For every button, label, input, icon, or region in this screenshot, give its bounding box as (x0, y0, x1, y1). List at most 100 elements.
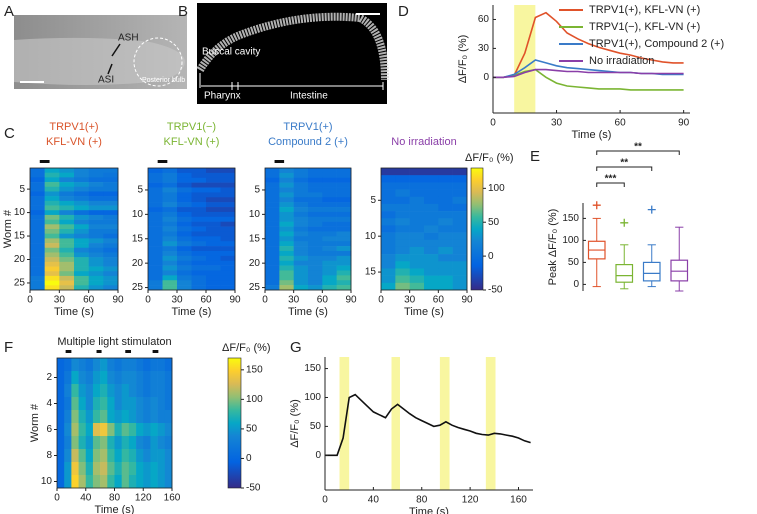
y-tick-label: 20 (249, 258, 261, 269)
heatmap-cell (293, 192, 309, 198)
heatmap-cell (177, 226, 192, 232)
heatmap-cell (121, 384, 130, 398)
heatmap-cell (177, 246, 192, 252)
heatmap-cell (177, 216, 192, 222)
heatmap-cell (322, 207, 337, 213)
heatmap-cell (220, 182, 236, 188)
heatmap-cell (279, 197, 294, 203)
heatmap-cell (44, 280, 60, 286)
heatmap-cell (265, 270, 280, 276)
heatmap-cell (85, 449, 94, 463)
heatmap-cell (162, 270, 178, 276)
heatmap-cell (88, 224, 104, 230)
box (670, 259, 689, 282)
heatmap-cell (308, 241, 323, 247)
heatmap-cell (44, 172, 60, 178)
heatmap-cell (150, 423, 158, 437)
heatmap-cell (438, 239, 453, 248)
x-axis-label: Time (s) (95, 504, 135, 514)
heatmap-cell (308, 202, 323, 208)
label-bulb: Posterior bulb (142, 77, 185, 84)
heatmap-cell (395, 261, 410, 269)
heatmap-cell (206, 275, 221, 281)
heatmap-cell (381, 189, 396, 198)
heatmap-cell (78, 436, 87, 450)
heatmap-cell (279, 187, 294, 193)
heatmap-cell (265, 260, 280, 266)
heatmap-title: Compound 2 (+) (268, 136, 348, 148)
heatmap-cell (409, 282, 425, 291)
heatmap-cell (279, 246, 294, 252)
heatmap-cell (395, 232, 410, 241)
heatmap-cell (336, 226, 352, 232)
heatmap-cell (220, 216, 236, 222)
heatmap-cell (381, 254, 396, 262)
heatmap-cell (103, 172, 119, 178)
heatmap-cell (293, 172, 309, 179)
heatmap-cell (395, 211, 410, 219)
heatmap-cell (206, 177, 221, 183)
y-axis-label: Worm # (29, 403, 41, 442)
heatmap-cell (128, 475, 137, 489)
heatmap-cell (409, 239, 425, 248)
heatmap-cell (191, 241, 207, 247)
heatmap-cell (88, 238, 104, 244)
heatmap-cell (74, 177, 89, 183)
heatmap-cell (30, 243, 45, 249)
heatmap-cell (162, 182, 178, 188)
heatmap-cell (177, 168, 192, 174)
y-tick-label: 25 (14, 278, 26, 289)
panel-letter: G (290, 339, 302, 356)
heatmap-cell (128, 384, 137, 398)
heatmap-cell (177, 260, 192, 266)
heatmap-cell (381, 246, 396, 255)
heatmap-cell (44, 233, 60, 239)
heatmap-cell (107, 384, 115, 398)
heatmap-cell (424, 168, 439, 176)
heatmap-cell (279, 207, 294, 213)
heatmap-cell (438, 175, 453, 183)
heatmap-cell (57, 358, 65, 372)
heatmap-cell (293, 202, 309, 208)
heatmap-cell (438, 268, 453, 276)
heatmap-cell (100, 410, 108, 424)
heatmap-cell (88, 214, 104, 220)
stimulus-bar (65, 350, 72, 353)
heatmap-cell (59, 177, 75, 183)
heatmap-cell (136, 449, 144, 463)
heatmap-cell (308, 177, 323, 183)
heatmap-cell (308, 255, 323, 262)
significance-bracket (596, 166, 653, 171)
heatmap-cell (381, 232, 396, 241)
heatmap-cell (206, 182, 221, 188)
heatmap-cell (30, 229, 45, 234)
heatmap-cell (107, 371, 115, 385)
heatmap-cell (424, 246, 439, 255)
heatmap-cell (128, 436, 137, 450)
heatmap-cell (336, 250, 352, 257)
heatmap-cell (107, 436, 115, 450)
x-axis-label: Time (s) (172, 306, 212, 318)
heatmap-cell (206, 280, 221, 286)
heatmap-cell (409, 211, 425, 219)
heatmap-cell (100, 384, 108, 398)
heatmap-cell (265, 182, 280, 188)
heatmap-cell (308, 246, 323, 252)
heatmap-cell (148, 216, 163, 222)
heatmap-cell (103, 224, 119, 230)
heatmap-cell (148, 255, 163, 262)
heatmap-cell (92, 384, 101, 398)
colorbar-tick-label: 100 (488, 183, 505, 194)
x-tick-label: 90 (345, 295, 357, 306)
heatmap-cell (59, 238, 75, 244)
heatmap-cell (164, 384, 173, 398)
heatmap-cell (85, 358, 94, 372)
heatmap-cell (103, 229, 119, 234)
heatmap-cell (177, 202, 192, 208)
label-ash: ASH (118, 33, 139, 44)
heatmap-cell (128, 410, 137, 424)
light-period (391, 357, 400, 490)
heatmap-cell (148, 168, 163, 174)
heatmap-cell (157, 358, 166, 372)
heatmap-cell (409, 168, 425, 176)
